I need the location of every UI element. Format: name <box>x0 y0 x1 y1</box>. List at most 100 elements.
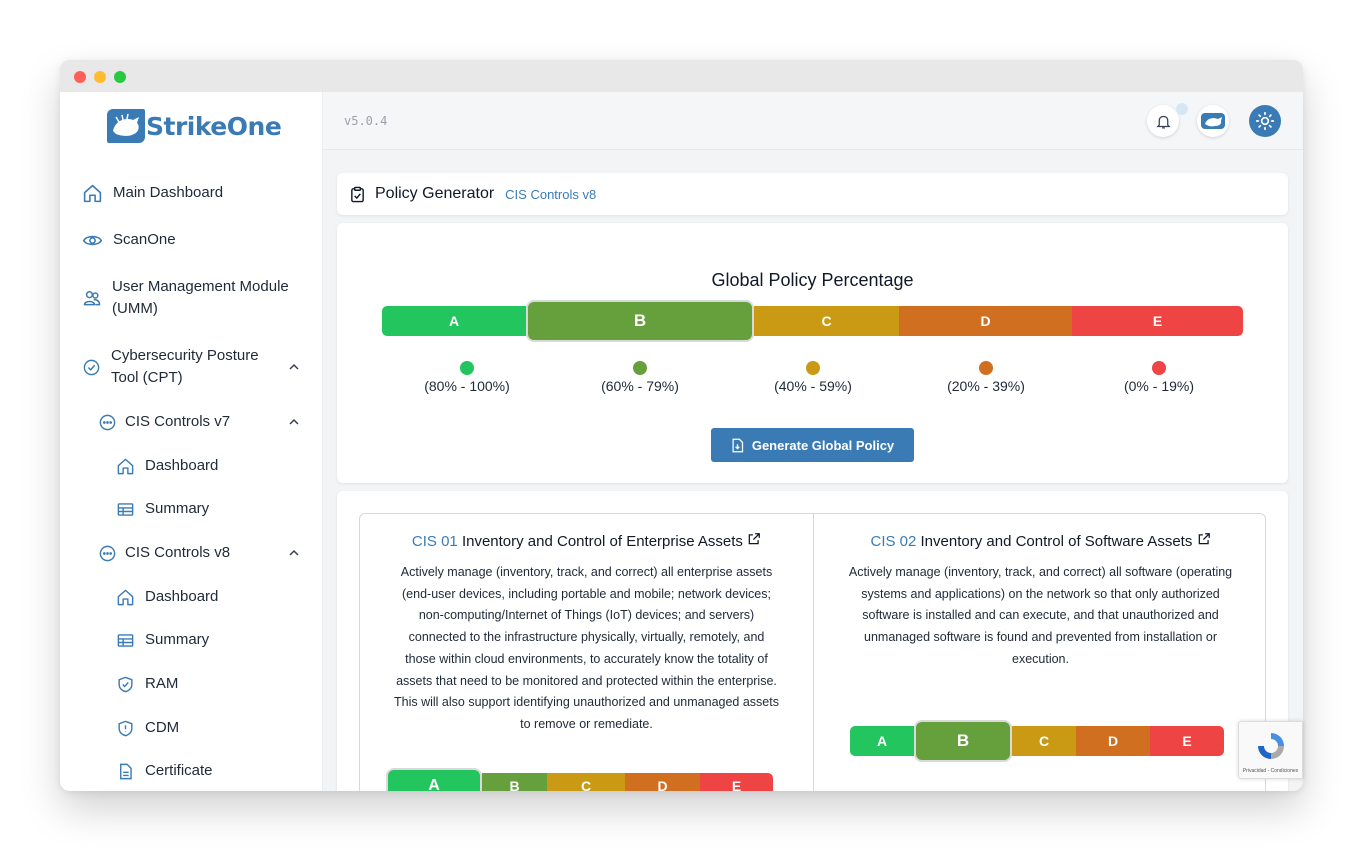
legend-dot <box>979 361 993 375</box>
legend-range: (60% - 79%) <box>601 378 679 394</box>
legend-dot <box>1152 361 1166 375</box>
sidebar-item-umm[interactable]: User Management Module (UMM) <box>82 276 302 320</box>
grade-segment-e: E <box>1150 726 1224 756</box>
app-window: StrikeOne Main Dashboard ScanOne User Ma… <box>60 60 1303 791</box>
maximize-window-button[interactable] <box>114 71 126 83</box>
eye-icon <box>82 235 103 245</box>
legend-item-c: (40% - 59%) <box>743 361 883 394</box>
description-line: Actively manage (inventory, track, and c… <box>848 565 1233 579</box>
home-icon <box>117 589 134 605</box>
ellipsis-circle-icon <box>99 414 116 430</box>
legend-item-a: (80% - 100%) <box>397 361 537 394</box>
page-header: Policy Generator CIS Controls v8 <box>337 173 1288 215</box>
cis-02-title[interactable]: CIS 02 Inventory and Control of Software… <box>814 532 1267 550</box>
sidebar-item-label: Summary <box>145 631 210 648</box>
sidebar-item-label: CDM <box>145 719 180 736</box>
grade-segment-c: C <box>1012 726 1076 756</box>
grade-segment-b: B <box>482 773 547 791</box>
grade-segment-b: B <box>914 720 1012 762</box>
sidebar-item-label: CIS Controls v7 <box>125 413 231 430</box>
recaptcha-links[interactable]: Privacidad - Condiciones <box>1242 768 1299 774</box>
cis-02-number: CIS 02 <box>870 533 917 550</box>
top-bar: v5.0.4 <box>323 92 1303 150</box>
legend-range: (80% - 100%) <box>424 378 510 394</box>
version-label: v5.0.4 <box>344 114 388 128</box>
sidebar-item-cpt[interactable]: Cybersecurity Posture Tool (CPT) <box>82 345 322 389</box>
grade-segment-e: E <box>1072 306 1243 336</box>
legend-range: (20% - 39%) <box>947 378 1025 394</box>
sidebar-item-v8-cdm[interactable]: CDM <box>116 717 179 739</box>
sidebar-item-label: Summary <box>145 500 210 517</box>
description-line: Actively manage (inventory, track, and c… <box>400 565 773 579</box>
document-icon <box>120 763 132 779</box>
brand-bird-icon <box>1201 113 1225 129</box>
home-icon <box>117 458 134 474</box>
app-logo[interactable]: StrikeOne <box>107 108 282 144</box>
language-button[interactable] <box>1197 105 1229 137</box>
description-line: software is installed and can execute, a… <box>862 608 1219 623</box>
description-line: (end-user devices, including portable an… <box>402 586 771 601</box>
notification-indicator <box>1176 103 1188 115</box>
recaptcha-badge[interactable]: Privacidad - Condiciones <box>1238 721 1303 779</box>
external-link-icon[interactable] <box>747 532 761 546</box>
sidebar-item-v8-dashboard[interactable]: Dashboard <box>116 586 218 608</box>
description-line: unmanaged software is found and prevente… <box>864 630 1217 645</box>
sidebar-item-v7-dashboard[interactable]: Dashboard <box>116 455 218 477</box>
sidebar-item-v8-ram[interactable]: RAM <box>116 673 178 695</box>
chevron-up-icon[interactable] <box>289 362 299 372</box>
sidebar-item-v7-summary[interactable]: Summary <box>116 498 209 520</box>
window-titlebar <box>60 60 1303 92</box>
grade-segment-d: D <box>1076 726 1150 756</box>
description-line: assets that need to be monitored and pro… <box>396 673 777 688</box>
legend-item-d: (20% - 39%) <box>916 361 1056 394</box>
description-line: This will also support identifying unaut… <box>394 695 779 710</box>
users-icon <box>83 291 101 306</box>
description-line: connected to the infrastructure physical… <box>408 630 765 645</box>
theme-toggle-button[interactable] <box>1249 105 1281 137</box>
description-line: those within cloud environments, to accu… <box>405 651 768 666</box>
sidebar-item-main-dashboard[interactable]: Main Dashboard <box>82 182 223 204</box>
sidebar-item-v8-summary[interactable]: Summary <box>116 629 209 651</box>
sidebar: StrikeOne Main Dashboard ScanOne User Ma… <box>60 92 323 791</box>
sidebar-item-label: RAM <box>145 675 179 692</box>
cis-01-number: CIS 01 <box>411 533 458 550</box>
sidebar-item-label: ScanOne <box>113 231 176 248</box>
notifications-button[interactable] <box>1147 105 1179 137</box>
grade-segment-a: A <box>382 306 526 336</box>
page-subtitle: CIS Controls v8 <box>505 186 597 202</box>
legend-item-e: (0% - 19%) <box>1089 361 1229 394</box>
chevron-up-icon[interactable] <box>289 417 299 427</box>
logo-mark-icon <box>107 109 145 143</box>
sidebar-item-cis-v7[interactable]: CIS Controls v7 <box>98 411 322 433</box>
sidebar-item-label: Dashboard <box>145 588 219 605</box>
bell-icon <box>1155 115 1171 129</box>
close-window-button[interactable] <box>74 71 86 83</box>
generate-global-policy-label: Generate Global Policy <box>751 437 895 453</box>
legend-dot <box>806 361 820 375</box>
cis-02-name: Inventory and Control of Software Assets <box>920 533 1193 550</box>
sidebar-item-scanone[interactable]: ScanOne <box>82 229 176 251</box>
chevron-up-icon[interactable] <box>289 548 299 558</box>
minimize-window-button[interactable] <box>94 71 106 83</box>
external-link-icon[interactable] <box>1197 532 1211 546</box>
cis-controls-card: CIS 01 Inventory and Control of Enterpri… <box>337 491 1288 791</box>
description-line: non-computing/Internet of Things (IoT) d… <box>418 608 755 623</box>
grade-segment-a: A <box>850 726 914 756</box>
home-icon <box>83 184 102 202</box>
ellipsis-circle-icon <box>99 545 116 561</box>
global-policy-title: Global Policy Percentage <box>711 270 914 290</box>
sidebar-item-label: Main Dashboard <box>113 184 224 201</box>
sidebar-item-label: (UMM) <box>112 300 158 317</box>
grade-segment-d: D <box>899 306 1072 336</box>
file-download-icon <box>732 438 743 452</box>
legend-item-b: (60% - 79%) <box>570 361 710 394</box>
description-line: systems and applications) on the network… <box>861 586 1220 601</box>
cis-01-title[interactable]: CIS 01 Inventory and Control of Enterpri… <box>360 532 813 550</box>
generate-global-policy-button[interactable]: Generate Global Policy <box>711 428 914 462</box>
cis-01-description: Actively manage (inventory, track, and c… <box>370 562 803 736</box>
grade-segment-c: C <box>547 773 625 791</box>
sidebar-item-cis-v8[interactable]: CIS Controls v8 <box>98 542 322 564</box>
sidebar-item-v8-certificate[interactable]: Certificate <box>116 760 213 782</box>
